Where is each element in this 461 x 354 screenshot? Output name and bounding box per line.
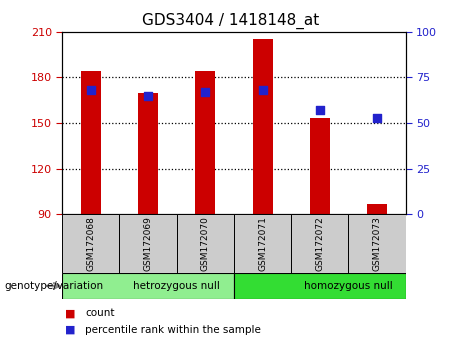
Text: homozygous null: homozygous null [304,281,393,291]
Text: percentile rank within the sample: percentile rank within the sample [85,325,261,335]
Point [201,89,209,95]
Bar [195,72,215,214]
Bar [367,204,387,214]
Text: hetrozygous null: hetrozygous null [133,281,220,291]
Bar [253,39,272,214]
Text: GSM172071: GSM172071 [258,216,267,271]
Bar [138,93,158,214]
Bar [234,214,291,273]
Text: GSM172070: GSM172070 [201,216,210,271]
Bar [119,214,177,273]
Bar [234,273,406,299]
Bar [81,72,101,214]
Point [259,87,266,93]
Point [144,93,152,98]
Bar [310,119,330,214]
Text: GSM172073: GSM172073 [372,216,382,271]
Bar [177,214,234,273]
Bar [62,273,234,299]
Text: genotype/variation: genotype/variation [5,281,104,291]
Point [87,87,95,93]
Text: GSM172069: GSM172069 [143,216,153,271]
Text: count: count [85,308,115,318]
Text: GSM172068: GSM172068 [86,216,95,271]
Text: ■: ■ [65,308,75,318]
Bar [291,214,349,273]
Text: GDS3404 / 1418148_at: GDS3404 / 1418148_at [142,12,319,29]
Text: GSM172072: GSM172072 [315,216,325,271]
Bar [349,214,406,273]
Bar [62,214,119,273]
Point [373,115,381,120]
Point [316,107,324,113]
Text: ■: ■ [65,325,75,335]
